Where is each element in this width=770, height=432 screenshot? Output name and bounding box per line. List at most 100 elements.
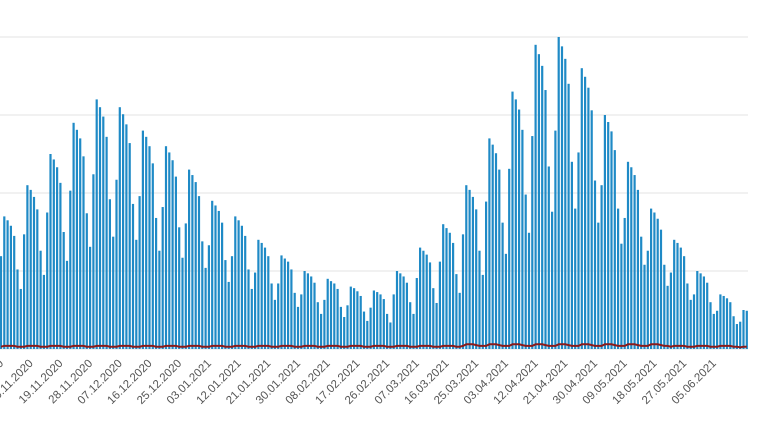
bar xyxy=(46,212,49,349)
bar xyxy=(564,58,567,350)
bar xyxy=(613,150,616,349)
bar xyxy=(158,250,161,349)
bar xyxy=(174,176,177,349)
bar xyxy=(19,288,22,349)
bar xyxy=(729,302,732,349)
bar xyxy=(617,208,620,349)
bar xyxy=(230,256,234,349)
bar xyxy=(683,256,686,349)
bar xyxy=(646,250,649,349)
bar xyxy=(488,138,491,349)
bar xyxy=(590,110,593,349)
bar xyxy=(511,91,514,349)
bar xyxy=(75,129,78,349)
bar xyxy=(478,250,481,349)
bar xyxy=(656,218,659,349)
bar xyxy=(128,143,131,349)
bar xyxy=(425,254,428,349)
bar xyxy=(382,299,385,349)
bar xyxy=(13,235,16,349)
bar xyxy=(636,189,639,349)
bar xyxy=(211,200,214,349)
bar xyxy=(442,224,445,349)
bar xyxy=(531,136,534,349)
bar xyxy=(603,115,606,349)
bar xyxy=(122,114,125,349)
bar xyxy=(402,276,405,349)
bar xyxy=(481,274,484,349)
bar xyxy=(471,196,474,349)
bar xyxy=(501,222,504,349)
bar xyxy=(405,282,408,349)
bar xyxy=(584,76,587,349)
bar xyxy=(485,201,488,349)
bar xyxy=(161,207,164,349)
bar xyxy=(560,46,564,350)
bar xyxy=(650,208,653,349)
bar xyxy=(353,288,356,349)
bar xyxy=(395,271,399,349)
bar xyxy=(270,283,273,349)
bar xyxy=(600,185,603,349)
bar xyxy=(666,285,669,349)
bar xyxy=(108,199,111,349)
bar xyxy=(527,232,531,349)
bar xyxy=(237,220,240,349)
bar xyxy=(151,163,154,349)
bar xyxy=(712,313,715,349)
bar xyxy=(254,272,257,349)
bar xyxy=(732,316,735,349)
bar xyxy=(570,161,573,349)
bar xyxy=(422,250,425,349)
bar xyxy=(554,130,557,349)
bar xyxy=(366,320,369,349)
bar xyxy=(359,295,362,349)
bar xyxy=(356,291,359,349)
bar xyxy=(409,302,412,349)
bar xyxy=(201,241,204,349)
bar xyxy=(725,298,729,349)
bar xyxy=(626,161,630,349)
bar xyxy=(620,243,623,349)
bar xyxy=(316,302,319,349)
bar xyxy=(214,205,217,349)
bar xyxy=(541,65,544,350)
bar xyxy=(567,83,570,350)
bar xyxy=(6,220,9,349)
bar xyxy=(3,216,6,349)
bar xyxy=(392,294,395,349)
bar xyxy=(696,271,699,349)
bar xyxy=(692,294,696,349)
bar xyxy=(593,180,597,349)
bar xyxy=(293,292,296,349)
bar xyxy=(455,274,458,349)
bar xyxy=(498,169,501,349)
bar xyxy=(610,131,613,349)
bar xyxy=(689,299,692,349)
bar xyxy=(296,306,300,349)
bar xyxy=(630,167,633,349)
bar xyxy=(465,185,468,349)
bar xyxy=(92,174,95,349)
bar xyxy=(329,281,333,349)
bar xyxy=(742,310,745,349)
bar xyxy=(669,272,672,349)
bar xyxy=(26,185,29,349)
bar xyxy=(273,299,276,349)
bar xyxy=(0,256,3,349)
bar xyxy=(313,282,316,349)
bar xyxy=(164,146,168,349)
bar xyxy=(468,189,471,349)
bar xyxy=(551,211,554,349)
bar xyxy=(52,159,55,349)
line xyxy=(0,343,747,349)
bar xyxy=(181,257,184,349)
bar xyxy=(709,302,712,349)
bar xyxy=(494,153,498,349)
bar xyxy=(138,196,141,349)
bar xyxy=(640,236,643,349)
bar xyxy=(597,222,600,349)
bar xyxy=(699,273,702,349)
bar xyxy=(663,264,666,349)
bar xyxy=(16,269,19,349)
